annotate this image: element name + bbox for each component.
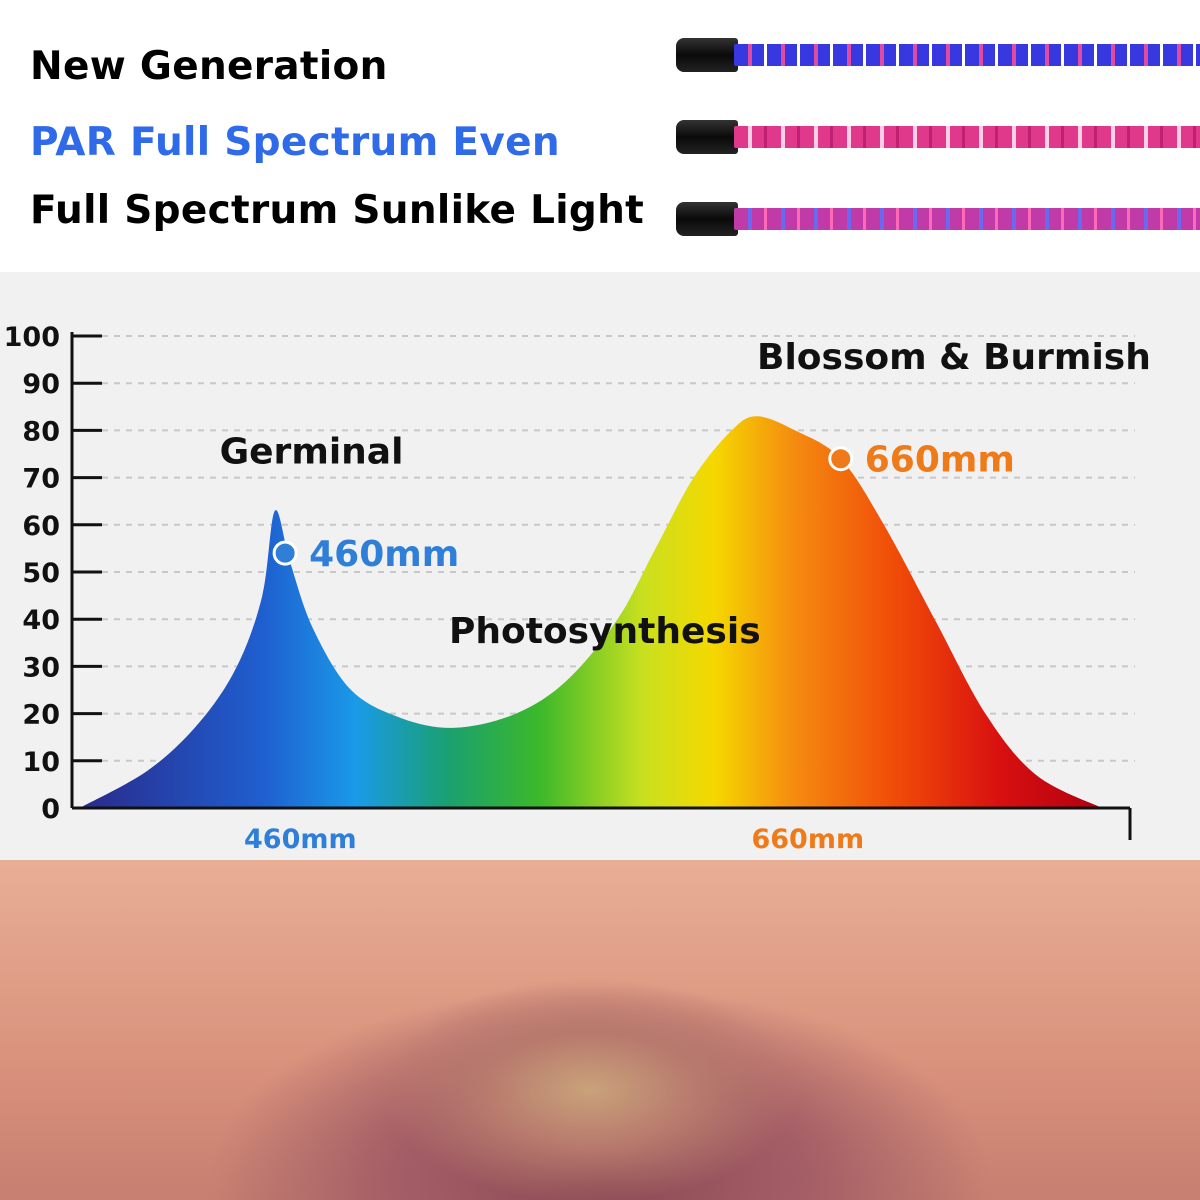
headline-new-generation: New Generation: [30, 44, 388, 89]
annotation: Germinal: [220, 431, 404, 472]
spectrum-chart: 0 10 20 30 40 50 60 70 80 90 100 460mm 660mm 460mm 660…: [4, 322, 1151, 855]
y-tick-label: 50: [22, 558, 60, 589]
marker-label: 460mm: [309, 534, 459, 575]
purple-led-bar: [676, 202, 1200, 236]
annotation: Blossom & Burmish: [757, 337, 1151, 378]
headline-par-full-spectrum: PAR Full Spectrum Even: [30, 120, 560, 165]
y-tick-label: 10: [22, 747, 60, 778]
y-tick-label: 20: [22, 700, 60, 731]
header-section: New Generation PAR Full Spectrum Even Fu…: [0, 0, 1200, 272]
y-tick-label: 80: [22, 416, 60, 447]
x-tick-label: 660mm: [751, 824, 864, 855]
annotation: Photosynthesis: [449, 611, 761, 652]
y-tick-label: 70: [22, 464, 60, 495]
wavelength-marker: [272, 540, 298, 566]
succulent-photo: [0, 860, 1200, 1200]
blue-led-bar: [676, 38, 1200, 72]
marker-label: 660mm: [865, 440, 1015, 481]
y-tick-label: 30: [22, 652, 60, 683]
x-tick-label: 460mm: [244, 824, 357, 855]
headline-sunlike-light: Full Spectrum Sunlike Light: [30, 188, 645, 233]
y-tick-label: 60: [22, 511, 60, 542]
y-tick-label: 0: [41, 794, 60, 825]
spectrum-area: [79, 416, 1103, 808]
y-tick-label: 100: [4, 322, 60, 353]
wavelength-marker: [828, 446, 854, 472]
y-tick-label: 90: [22, 369, 60, 400]
y-tick-label: 40: [22, 605, 60, 636]
pink-led-bar: [676, 120, 1200, 154]
